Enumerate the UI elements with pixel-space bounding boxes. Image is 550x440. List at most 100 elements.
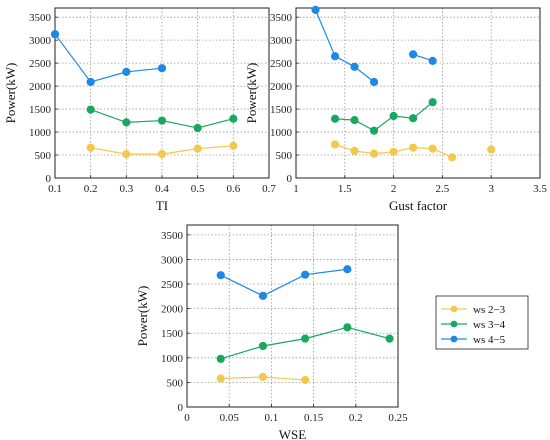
series-line [220, 326, 390, 360]
series-3 [50, 30, 167, 87]
x-tick-label: 3.5 [533, 183, 547, 195]
data-point [389, 147, 398, 156]
data-point [157, 150, 167, 159]
y-tick-label: 1500 [270, 104, 293, 116]
data-point [301, 375, 310, 385]
data-point [157, 116, 167, 125]
chart-panel-1: 0.1 0.2 0.3 0.4 0.5 0.6 0.7 0 500 1000 1500 2000 250… [3, 7, 276, 213]
x-tick-label: 0 [184, 412, 190, 424]
series-2 [330, 98, 437, 135]
data-point [122, 67, 131, 76]
y-tick-label: 500 [35, 150, 52, 162]
data-point [301, 334, 310, 343]
y-tick-label: 1000 [270, 127, 293, 139]
data-point [448, 153, 457, 162]
y-axis-label: Power(kW) [244, 63, 259, 124]
x-tick-label: 0.7 [262, 183, 276, 195]
series-3 [311, 5, 437, 87]
x-tick-label: 0.25 [388, 412, 408, 424]
y-axis-label: Power(kW) [3, 63, 18, 124]
x-tick-label: 0.15 [304, 412, 324, 424]
data-point [428, 98, 437, 107]
data-point [343, 323, 352, 332]
y-tick-label: 3000 [270, 35, 293, 47]
x-tick-label: 0.5 [191, 183, 205, 195]
series-line [220, 268, 348, 297]
data-point [157, 64, 167, 73]
plot-frame [295, 7, 541, 179]
y-tick-label: 1000 [161, 353, 184, 365]
data-point [369, 77, 379, 87]
y-tick-label: 500 [276, 150, 293, 162]
data-point [330, 52, 340, 61]
series-1 [330, 140, 496, 162]
data-point [330, 140, 340, 149]
x-tick-label: 2 [391, 183, 397, 195]
y-tick-label: 2500 [29, 58, 52, 70]
legend: ws 2−3 ws 3−4 ws 4−5 [435, 295, 529, 350]
series-2 [216, 323, 394, 363]
data-point [409, 114, 418, 123]
data-point [409, 143, 418, 152]
series-line [334, 101, 434, 132]
data-point [86, 143, 95, 152]
y-tick-label: 2500 [270, 58, 293, 70]
y-tick-label: 2000 [29, 81, 52, 93]
y-tick-label: 2500 [161, 279, 184, 291]
series-line [54, 33, 163, 83]
y-tick-label: 3500 [161, 230, 184, 242]
data-point [258, 341, 268, 351]
x-axis-label: TI [156, 198, 168, 213]
data-point [350, 116, 359, 125]
series-2 [86, 105, 238, 133]
y-tick-label: 0 [46, 173, 52, 185]
data-point [428, 144, 437, 153]
data-point [193, 123, 202, 133]
y-axis-label: Power(kW) [135, 286, 150, 347]
data-point [350, 146, 359, 155]
y-tick-label: 1500 [161, 328, 184, 340]
x-tick-label: 0.2 [84, 183, 98, 195]
data-point [428, 56, 437, 65]
data-point [86, 77, 95, 87]
data-point [216, 354, 225, 363]
legend-marker [450, 305, 458, 313]
legend-marker [450, 320, 458, 328]
x-tick-label: 2.5 [436, 183, 450, 195]
series-1 [216, 372, 310, 385]
data-point [258, 372, 268, 382]
data-point [409, 50, 418, 59]
series-line [314, 9, 375, 83]
data-point [122, 150, 131, 159]
y-tick-label: 0 [178, 402, 184, 414]
y-tick-label: 1000 [29, 127, 52, 139]
y-tick-label: 3500 [270, 12, 293, 24]
data-point [330, 114, 340, 123]
data-point [258, 291, 268, 300]
plot-frame [54, 7, 270, 179]
legend-marker [450, 335, 458, 343]
y-tick-label: 3000 [161, 254, 184, 266]
x-tick-label: 1.5 [338, 183, 352, 195]
x-tick-label: 0.1 [265, 412, 279, 424]
data-point [369, 149, 379, 158]
data-point [50, 30, 60, 39]
y-tick-label: 3000 [29, 35, 52, 47]
legend-label: ws 2−3 [473, 304, 506, 316]
x-axis-label: WSE [279, 427, 307, 440]
series-1 [86, 141, 238, 159]
data-point [86, 105, 95, 114]
data-point [122, 118, 131, 127]
data-point [389, 111, 398, 121]
y-tick-label: 0 [287, 173, 293, 185]
y-tick-label: 3500 [29, 12, 52, 24]
data-point [301, 270, 310, 279]
x-tick-label: 0.3 [119, 183, 133, 195]
x-axis-label: Gust factor [389, 198, 448, 213]
data-point [350, 62, 359, 71]
data-point [487, 145, 496, 154]
data-point [216, 374, 225, 383]
x-tick-label: 1 [293, 183, 299, 195]
x-tick-label: 0.4 [155, 183, 169, 195]
